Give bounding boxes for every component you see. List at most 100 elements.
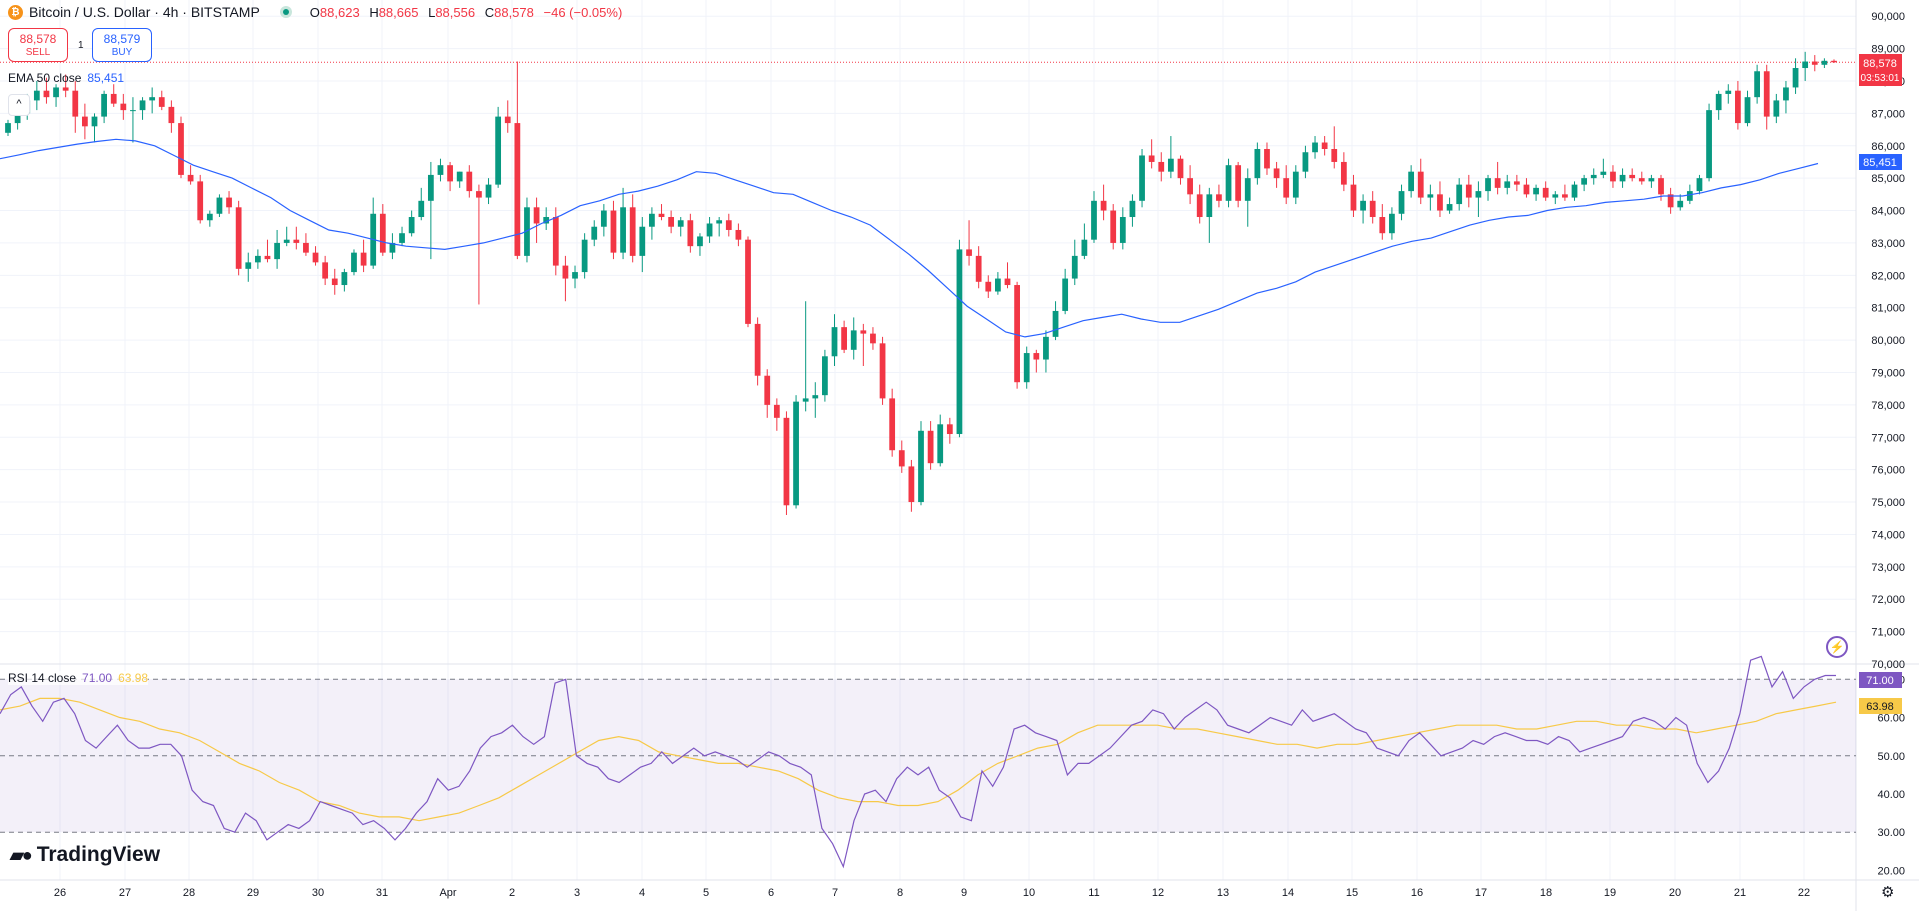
candle-body <box>485 184 492 198</box>
candle-body <box>168 106 175 124</box>
candle-body <box>91 116 98 127</box>
candle-body <box>927 430 934 464</box>
candle-body <box>1206 194 1213 218</box>
gear-icon[interactable]: ⚙ <box>1881 884 1895 901</box>
candle-body <box>43 90 50 98</box>
candle-body <box>418 200 425 218</box>
candle-body <box>1033 353 1040 360</box>
candle-body <box>1273 168 1280 179</box>
candle-body <box>1350 184 1357 211</box>
rsi-tick-label: 40.00 <box>1877 789 1905 801</box>
time-axis[interactable]: 26 27 28 29 30 31 Apr 2 3 4 5 6 7 8 9 10 11 12 13 14 15 16 17 1… <box>54 887 1810 899</box>
candle-body <box>1667 194 1674 208</box>
candle-body <box>139 100 146 111</box>
candle-body <box>1071 255 1078 279</box>
time-tick-label: Apr <box>439 887 456 899</box>
candle-body <box>1456 184 1463 205</box>
tradingview-logo-icon: ▰● <box>10 844 33 865</box>
rsi-legend[interactable]: RSI 14 close 71.00 63.98 <box>8 671 149 685</box>
candle-body <box>1571 184 1578 198</box>
candle-body <box>1264 148 1270 169</box>
candle-body <box>1610 171 1616 182</box>
market-status-icon[interactable] <box>279 6 292 18</box>
candle-body <box>1783 87 1789 101</box>
candle-body <box>764 375 771 405</box>
countdown-tag-text: 03:53:01 <box>1861 73 1900 84</box>
candle-body <box>331 278 338 286</box>
candle-body <box>1735 90 1741 124</box>
candle-body <box>1408 171 1415 192</box>
candle-body <box>1552 194 1559 198</box>
candle-body <box>1542 187 1549 198</box>
candle-body <box>543 217 550 224</box>
candle-body <box>1696 178 1703 192</box>
candle-body <box>341 272 348 286</box>
ohlc-values: O88,623 H88,665 L88,556 C88,578 −46 (−0.… <box>310 5 622 20</box>
candle-body <box>1119 217 1126 243</box>
buy-button[interactable]: 88,579 BUY <box>92 28 152 62</box>
time-tick-label: 6 <box>768 887 774 899</box>
collapse-legend-icon[interactable]: ^ <box>8 94 30 116</box>
lightning-icon[interactable]: ⚡ <box>1826 636 1848 658</box>
candle-body <box>1648 178 1655 182</box>
rsi-ma-legend-value: 63.98 <box>118 671 149 685</box>
candle-body <box>1340 161 1347 185</box>
candle-body <box>1600 171 1607 175</box>
candle-body <box>1581 178 1588 185</box>
candle-body <box>1177 158 1184 179</box>
candle-body <box>389 242 396 253</box>
rsi-tag-text: 71.00 <box>1866 675 1894 687</box>
candle-body <box>831 327 838 357</box>
rsi-tick-label: 50.00 <box>1877 751 1905 763</box>
candle-body <box>822 356 828 396</box>
candle-body <box>581 239 588 273</box>
sell-button[interactable]: 88,578 SELL <box>8 28 68 62</box>
candle-body <box>1754 71 1760 98</box>
candle-body <box>312 252 319 263</box>
candle-body <box>898 450 905 467</box>
spread-value: 1 <box>78 40 84 51</box>
candle-body <box>1196 194 1203 218</box>
time-tick-label: 10 <box>1023 887 1035 899</box>
high-value: 88,665 <box>378 4 419 20</box>
price-tick-label: 79,000 <box>1871 367 1905 379</box>
candle-body <box>1523 184 1530 195</box>
symbol-header[interactable]: ₿ Bitcoin / U.S. Dollar · 4h · BITSTAMP … <box>8 4 622 20</box>
candle-body <box>1225 165 1232 201</box>
ema-tag-text: 85,451 <box>1863 157 1897 169</box>
tradingview-logo[interactable]: ▰● TradingView <box>10 843 160 867</box>
candle-body <box>687 220 694 247</box>
candle-body <box>1706 110 1712 179</box>
rsi-ma-tag-text: 63.98 <box>1866 701 1894 713</box>
time-tick-label: 20 <box>1669 887 1681 899</box>
rsi-ma-line <box>0 697 1837 822</box>
candle-body <box>197 181 204 221</box>
candle-body <box>206 213 213 221</box>
tradingview-logo-text: TradingView <box>36 843 161 866</box>
candle-body <box>937 424 944 464</box>
rsi-guides <box>0 678 1856 833</box>
candle-body <box>1004 278 1011 286</box>
candle-body <box>120 103 127 111</box>
price-axis[interactable]: 70,000 71,000 72,000 73,000 74,000 75,000 76,0… <box>1871 11 1905 671</box>
symbol-title[interactable]: Bitcoin / U.S. Dollar · 4h · BITSTAMP <box>29 4 260 20</box>
candle-body <box>495 116 502 185</box>
rsi-ma-tag <box>1859 698 1902 714</box>
candle-body <box>1619 174 1626 182</box>
candle-body <box>725 220 732 230</box>
ema-tag <box>1859 154 1902 170</box>
candle-body <box>274 242 280 260</box>
time-tick-label: 17 <box>1475 887 1487 899</box>
candle-body <box>1494 178 1501 188</box>
candle-body <box>1744 97 1751 124</box>
candle-body <box>53 87 59 98</box>
candle-body <box>1715 93 1722 111</box>
candle-body <box>1235 165 1242 201</box>
candle-body <box>745 239 751 324</box>
candle-body <box>1254 148 1261 179</box>
candle-body <box>1773 100 1780 117</box>
time-tick-label: 22 <box>1798 887 1810 899</box>
ema-legend[interactable]: EMA 50 close 85,451 <box>8 71 124 85</box>
candle-body <box>33 90 40 101</box>
